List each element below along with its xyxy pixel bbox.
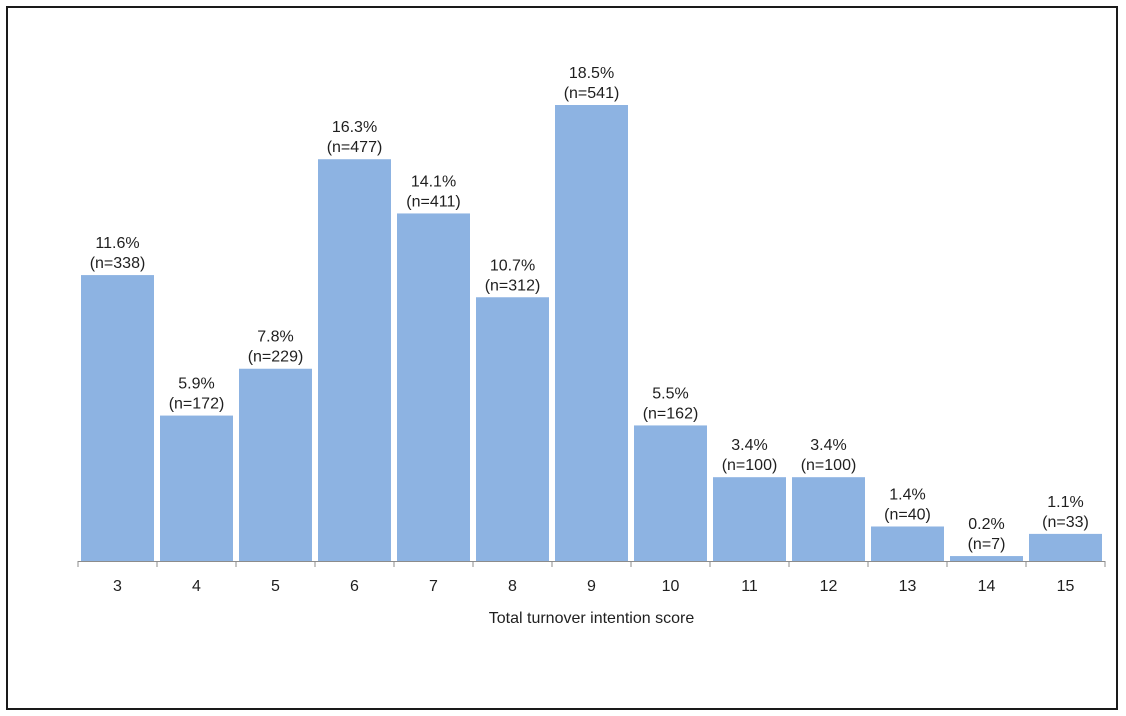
bar-score-15 xyxy=(1029,533,1102,561)
data-label-n: (n=477) xyxy=(327,139,383,156)
data-label-pct: 10.7% xyxy=(490,257,535,274)
x-tick-label: 6 xyxy=(350,578,359,595)
bar-score-14 xyxy=(950,556,1023,561)
data-label-n: (n=411) xyxy=(406,193,460,210)
data-label-pct: 1.1% xyxy=(1047,494,1083,511)
x-tick-label: 11 xyxy=(741,578,758,595)
data-label-pct: 5.5% xyxy=(652,385,688,402)
x-tick-label: 4 xyxy=(192,578,201,595)
data-label-pct: 7.8% xyxy=(257,329,293,346)
chart-frame: 11.6% (n=338) 5.9% (n=172) 7.8% (n=229) 16.3% (… xyxy=(6,6,1118,710)
x-tick-labels-group: 3 4 5 6 7 8 9 10 11 12 13 14 15 xyxy=(113,578,1074,595)
bar-chart: 11.6% (n=338) 5.9% (n=172) 7.8% (n=229) 16.3% (… xyxy=(77,65,1106,627)
data-label-n: (n=7) xyxy=(968,536,1006,553)
data-label-n: (n=541) xyxy=(564,85,620,102)
x-tick-label: 5 xyxy=(271,578,280,595)
bar-score-13 xyxy=(871,526,944,561)
data-label-n: (n=33) xyxy=(1042,514,1089,531)
data-label-n: (n=40) xyxy=(884,506,931,523)
bar-score-12 xyxy=(792,477,865,561)
x-axis-title: Total turnover intention score xyxy=(489,610,695,627)
bar-score-3 xyxy=(81,275,154,561)
data-labels-group: 11.6% (n=338) 5.9% (n=172) 7.8% (n=229) 16.3% (… xyxy=(90,65,1089,553)
x-tick-label: 3 xyxy=(113,578,122,595)
data-label-n: (n=100) xyxy=(801,457,857,474)
bar-score-6 xyxy=(318,159,391,562)
bar-score-7 xyxy=(397,213,470,561)
x-tick-label: 12 xyxy=(820,578,838,595)
x-tick-label: 9 xyxy=(587,578,596,595)
bar-score-5 xyxy=(239,368,312,561)
data-label-n: (n=229) xyxy=(248,349,304,366)
data-label-pct: 0.2% xyxy=(968,516,1004,533)
data-label-n: (n=100) xyxy=(722,457,778,474)
x-tick-label: 10 xyxy=(662,578,680,595)
data-label-pct: 3.4% xyxy=(810,437,846,454)
bar-score-4 xyxy=(160,415,233,561)
data-label-pct: 14.1% xyxy=(411,173,456,190)
x-ticks-group xyxy=(77,561,1106,567)
data-label-pct: 1.4% xyxy=(889,486,925,503)
data-label-pct: 5.9% xyxy=(178,376,214,393)
data-label-pct: 18.5% xyxy=(569,65,614,82)
data-label-pct: 16.3% xyxy=(332,119,377,136)
bar-score-8 xyxy=(476,297,549,561)
bar-score-10 xyxy=(634,425,707,561)
x-tick-label: 7 xyxy=(429,578,438,595)
bars-group xyxy=(81,105,1102,562)
data-label-n: (n=172) xyxy=(169,396,225,413)
bar-score-9 xyxy=(555,105,628,561)
data-label-n: (n=312) xyxy=(485,277,541,294)
x-tick-label: 14 xyxy=(978,578,996,595)
data-label-pct: 3.4% xyxy=(731,437,767,454)
data-label-pct: 11.6% xyxy=(95,235,139,252)
bar-score-11 xyxy=(713,477,786,561)
x-tick-label: 15 xyxy=(1057,578,1075,595)
x-tick-label: 13 xyxy=(899,578,917,595)
x-tick-label: 8 xyxy=(508,578,517,595)
data-label-n: (n=162) xyxy=(643,405,699,422)
data-label-n: (n=338) xyxy=(90,255,146,272)
